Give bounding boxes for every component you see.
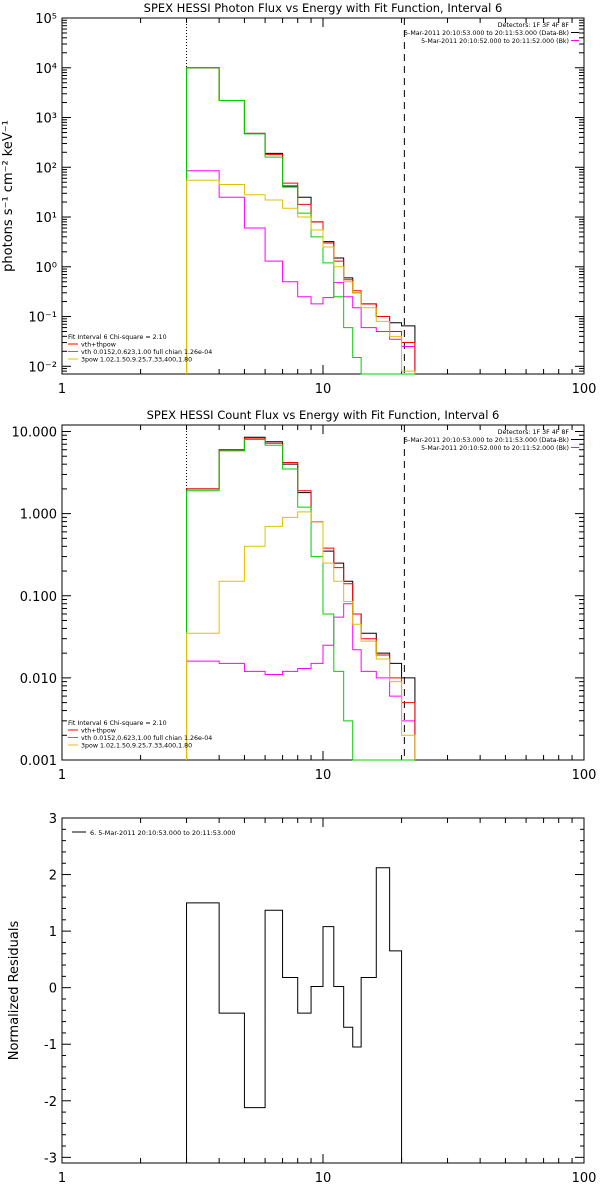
legend-entry: 5-Mar-2011 20:10:52.000 to 20:11:52.000 … (421, 445, 569, 452)
y-tick-label: 10.000 (12, 426, 58, 441)
legend-entry: 5-Mar-2011 20:10:53.000 to 20:11:53.000 … (404, 437, 569, 444)
legend-entry: vth 0.0152,0.623,1.00 full chian 1.26e-0… (81, 349, 212, 356)
x-tick-label: 1 (58, 768, 66, 783)
legend-entry: Detectors: 1F 3F 4F 8F (498, 22, 570, 29)
y-tick-label: 2 (49, 869, 57, 884)
y-tick-label: 10⁻² (28, 360, 57, 375)
y-tick-label: 0.010 (20, 672, 57, 687)
series-line-2 (186, 67, 416, 374)
series-line-1 (186, 170, 416, 374)
plot-frame-2 (61, 817, 585, 1164)
legend-entry: 3pow 1.02,1.50,9.25,7.33,400,1.80 (81, 357, 192, 364)
series-line-3 (186, 438, 415, 761)
legend-entry: Detectors: 1F 3F 4F 8F (498, 429, 570, 436)
legend-entry: vth 0.0152,0.623,1.00 full chian 1.26e-0… (81, 735, 212, 742)
x-tick-label: 10 (315, 382, 332, 397)
series-line-4 (186, 179, 416, 374)
x-tick-label: 10 (315, 768, 332, 783)
plot-frame-0 (61, 17, 585, 375)
y-tick-label: 10⁴ (35, 62, 57, 77)
series-line-3 (186, 67, 415, 375)
y-tick-label: -2 (44, 1095, 57, 1110)
y-tick-label: 10⁰ (35, 261, 57, 276)
legend-entry: 6. 5-Mar-2011 20:10:53.000 to 20:11:53.0… (90, 829, 236, 837)
y-tick-label: 0.001 (20, 754, 57, 769)
legend-entry: Fit Interval 6 Chi-square = 2.10 (68, 720, 167, 727)
legend-entry: Fit Interval 6 Chi-square = 2.10 (68, 334, 167, 341)
y-tick-label: 1 (49, 925, 57, 940)
series-line-4 (186, 511, 416, 760)
legend-entry: 5-Mar-2011 20:10:53.000 to 20:11:53.000 … (404, 30, 569, 37)
y-tick-label: -1 (44, 1038, 57, 1053)
series-line-1 (186, 603, 416, 760)
chart-title: SPEX HESSI Photon Flux vs Energy with Fi… (144, 1, 503, 15)
series-line-2 (186, 437, 416, 760)
y-tick-label: 3 (49, 812, 57, 827)
y-tick-label: 10⁵ (35, 12, 57, 27)
x-tick-label: 1 (58, 382, 66, 397)
y-tick-label: 1.000 (20, 508, 57, 523)
y-tick-label: 10² (35, 161, 57, 176)
series-line-0 (186, 67, 416, 374)
y-tick-label: -3 (44, 1151, 57, 1166)
x-tick-label: 100 (572, 768, 597, 783)
legend-entry: 5-Mar-2011 20:10:52.000 to 20:11:52.000 … (421, 38, 569, 45)
x-tick-label: 100 (572, 382, 597, 397)
y-axis-label: Normalized Residuals (7, 921, 22, 1061)
y-tick-label: 10⁻¹ (28, 311, 57, 326)
x-tick-label: 100 (572, 1171, 597, 1186)
legend-entry: vth+thpow (81, 728, 116, 735)
chart-title: SPEX HESSI Count Flux vs Energy with Fit… (147, 408, 500, 422)
series-line-0 (186, 867, 403, 1163)
y-tick-label: 0.100 (20, 590, 57, 605)
x-tick-label: 1 (58, 1171, 66, 1186)
legend-entry: vth+thpow (81, 342, 116, 349)
y-tick-label: 10³ (35, 112, 57, 127)
y-axis-label: photons s⁻¹ cm⁻² keV⁻¹ (1, 120, 16, 272)
x-tick-label: 10 (315, 1171, 332, 1186)
y-tick-label: 10¹ (35, 211, 57, 226)
legend-entry: 3pow 1.02,1.50,9.25,7.33,400,1.80 (81, 743, 192, 750)
series-line-0 (186, 436, 416, 760)
y-tick-label: 0 (49, 982, 57, 997)
